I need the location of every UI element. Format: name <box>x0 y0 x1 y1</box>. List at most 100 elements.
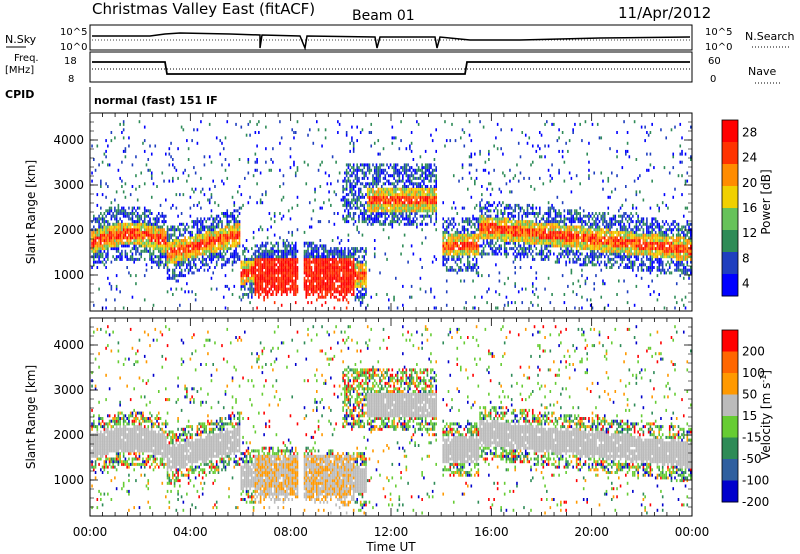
scatter-cell <box>289 247 292 251</box>
scatter-cell <box>172 293 174 296</box>
scatter-cell <box>549 220 552 224</box>
scatter-cell <box>166 260 169 264</box>
scatter-cell <box>538 212 541 215</box>
scatter-cell <box>458 249 460 253</box>
scatter-cell <box>324 290 327 294</box>
scatter-cell <box>356 266 358 269</box>
scatter-cell <box>194 252 197 256</box>
scatter-cell <box>177 236 179 240</box>
scatter-cell <box>175 266 178 269</box>
scatter-cell <box>187 263 190 267</box>
scatter-cell <box>203 155 206 159</box>
scatter-cell <box>138 241 141 245</box>
scatter-cell <box>172 239 174 242</box>
scatter-cell <box>226 230 229 234</box>
scatter-cell <box>468 171 471 175</box>
scatter-cell <box>498 225 501 229</box>
scatter-cell <box>512 230 515 234</box>
scatter-cell <box>505 228 508 232</box>
scatter-cell <box>319 284 322 288</box>
scatter-cell <box>208 187 211 191</box>
scatter-cell <box>251 255 253 259</box>
scatter-cell <box>238 241 241 245</box>
scatter-cell <box>284 279 286 283</box>
scatter-cell <box>521 217 524 221</box>
scatter-cell <box>551 203 553 207</box>
scatter-cell <box>470 236 473 240</box>
scatter-cell <box>256 201 258 205</box>
scatter-cell <box>222 147 225 151</box>
scatter-cell <box>317 266 320 269</box>
scatter-cell <box>164 198 167 202</box>
scatter-cell <box>305 284 308 288</box>
scatter-cell <box>372 217 374 221</box>
scatter-cell <box>252 274 255 278</box>
scatter-cell <box>93 247 95 251</box>
scatter-cell <box>481 220 483 224</box>
scatter-cell <box>305 249 308 253</box>
scatter-cell <box>131 255 134 259</box>
scatter-cell <box>347 193 350 197</box>
scatter-cell <box>498 279 501 283</box>
scatter-cell <box>247 158 250 161</box>
scatter-cell <box>242 266 244 269</box>
scatter-cell <box>354 263 357 267</box>
scatter-cell <box>558 239 560 242</box>
scatter-cell <box>266 266 269 269</box>
scatter-cell <box>291 128 294 132</box>
scatter-cell <box>488 158 490 161</box>
scatter-cell <box>359 201 362 205</box>
scatter-cell <box>379 193 381 197</box>
scatter-cell <box>247 260 250 264</box>
scatter-cell <box>337 260 339 264</box>
scatter-cell <box>286 279 288 283</box>
scatter-cell <box>115 220 118 224</box>
scatter-cell <box>129 239 132 242</box>
scatter-cell <box>236 190 239 194</box>
scatter-cell <box>94 252 97 256</box>
scatter-cell <box>337 263 339 267</box>
scatter-cell <box>310 301 313 305</box>
scatter-cell <box>133 260 135 264</box>
scatter-cell <box>143 241 146 245</box>
scatter-cell <box>166 249 169 253</box>
scatter-cell <box>261 290 264 294</box>
scatter-cell <box>568 233 571 237</box>
scatter-cell <box>316 282 318 286</box>
scatter-cell <box>405 174 408 178</box>
scatter-cell <box>179 263 181 267</box>
scatter-cell <box>407 214 409 218</box>
scatter-cell <box>373 239 376 242</box>
scatter-cell <box>563 241 566 245</box>
scatter-cell <box>194 247 197 251</box>
scatter-cell <box>365 279 367 283</box>
scatter-cell <box>172 176 174 180</box>
scatter-cell <box>180 244 183 248</box>
scatter-cell <box>233 230 236 234</box>
scatter-cell <box>200 206 202 210</box>
scatter-cell <box>393 166 395 170</box>
scatter-cell <box>226 220 229 224</box>
scatter-cell <box>521 230 524 234</box>
scatter-cell <box>549 214 552 218</box>
scatter-cell <box>363 176 366 180</box>
scatter-cell <box>400 198 402 202</box>
scatter-cell <box>156 247 158 251</box>
scatter-cell <box>115 217 118 221</box>
noise-tick-high-right: 10^5 <box>705 27 732 38</box>
scatter-cell <box>212 241 215 245</box>
scatter-cell <box>244 271 246 275</box>
scatter-cell <box>345 257 348 261</box>
scatter-cell <box>426 222 429 226</box>
scatter-cell <box>321 268 323 272</box>
scatter-cell <box>242 268 244 272</box>
scatter-cell <box>365 287 367 291</box>
scatter-cell <box>423 203 425 207</box>
scatter-cell <box>333 222 336 226</box>
scatter-cell <box>245 279 248 283</box>
scatter-cell <box>400 209 402 213</box>
scatter-cell <box>474 241 476 245</box>
scatter-cell <box>100 241 102 245</box>
scatter-cell <box>365 217 367 221</box>
scatter-cell <box>316 120 318 124</box>
